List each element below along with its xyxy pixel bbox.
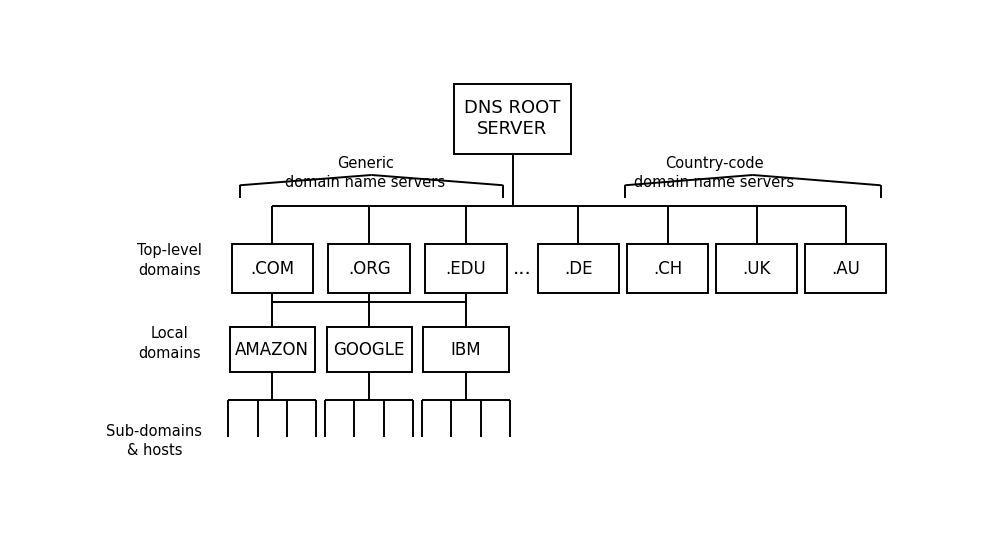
Text: AMAZON: AMAZON (235, 341, 309, 359)
FancyBboxPatch shape (230, 327, 315, 373)
FancyBboxPatch shape (232, 244, 313, 294)
Text: .UK: .UK (742, 260, 771, 278)
FancyBboxPatch shape (538, 244, 619, 294)
Text: Generic
domain name servers: Generic domain name servers (285, 156, 445, 190)
Text: ...: ... (513, 259, 532, 278)
FancyBboxPatch shape (326, 327, 412, 373)
FancyBboxPatch shape (328, 244, 410, 294)
FancyBboxPatch shape (805, 244, 886, 294)
Text: GOOGLE: GOOGLE (333, 341, 405, 359)
Text: .EDU: .EDU (446, 260, 486, 278)
FancyBboxPatch shape (454, 84, 571, 154)
FancyBboxPatch shape (627, 244, 708, 294)
Text: Sub-domains
& hosts: Sub-domains & hosts (106, 424, 202, 458)
Text: .DE: .DE (564, 260, 593, 278)
Text: Local
domains: Local domains (138, 326, 200, 361)
FancyBboxPatch shape (423, 327, 509, 373)
Text: Top-level
domains: Top-level domains (137, 243, 202, 278)
FancyBboxPatch shape (716, 244, 797, 294)
Text: Country-code
domain name servers: Country-code domain name servers (634, 156, 794, 190)
FancyBboxPatch shape (425, 244, 507, 294)
Text: .AU: .AU (831, 260, 860, 278)
Text: .CH: .CH (653, 260, 682, 278)
Text: DNS ROOT
SERVER: DNS ROOT SERVER (464, 99, 561, 138)
Text: IBM: IBM (451, 341, 481, 359)
Text: .COM: .COM (250, 260, 294, 278)
Text: .ORG: .ORG (348, 260, 390, 278)
